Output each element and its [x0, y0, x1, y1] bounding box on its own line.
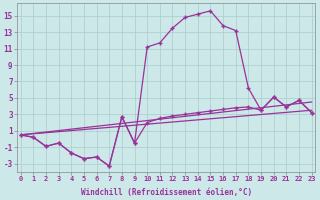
X-axis label: Windchill (Refroidissement éolien,°C): Windchill (Refroidissement éolien,°C) — [81, 188, 252, 197]
